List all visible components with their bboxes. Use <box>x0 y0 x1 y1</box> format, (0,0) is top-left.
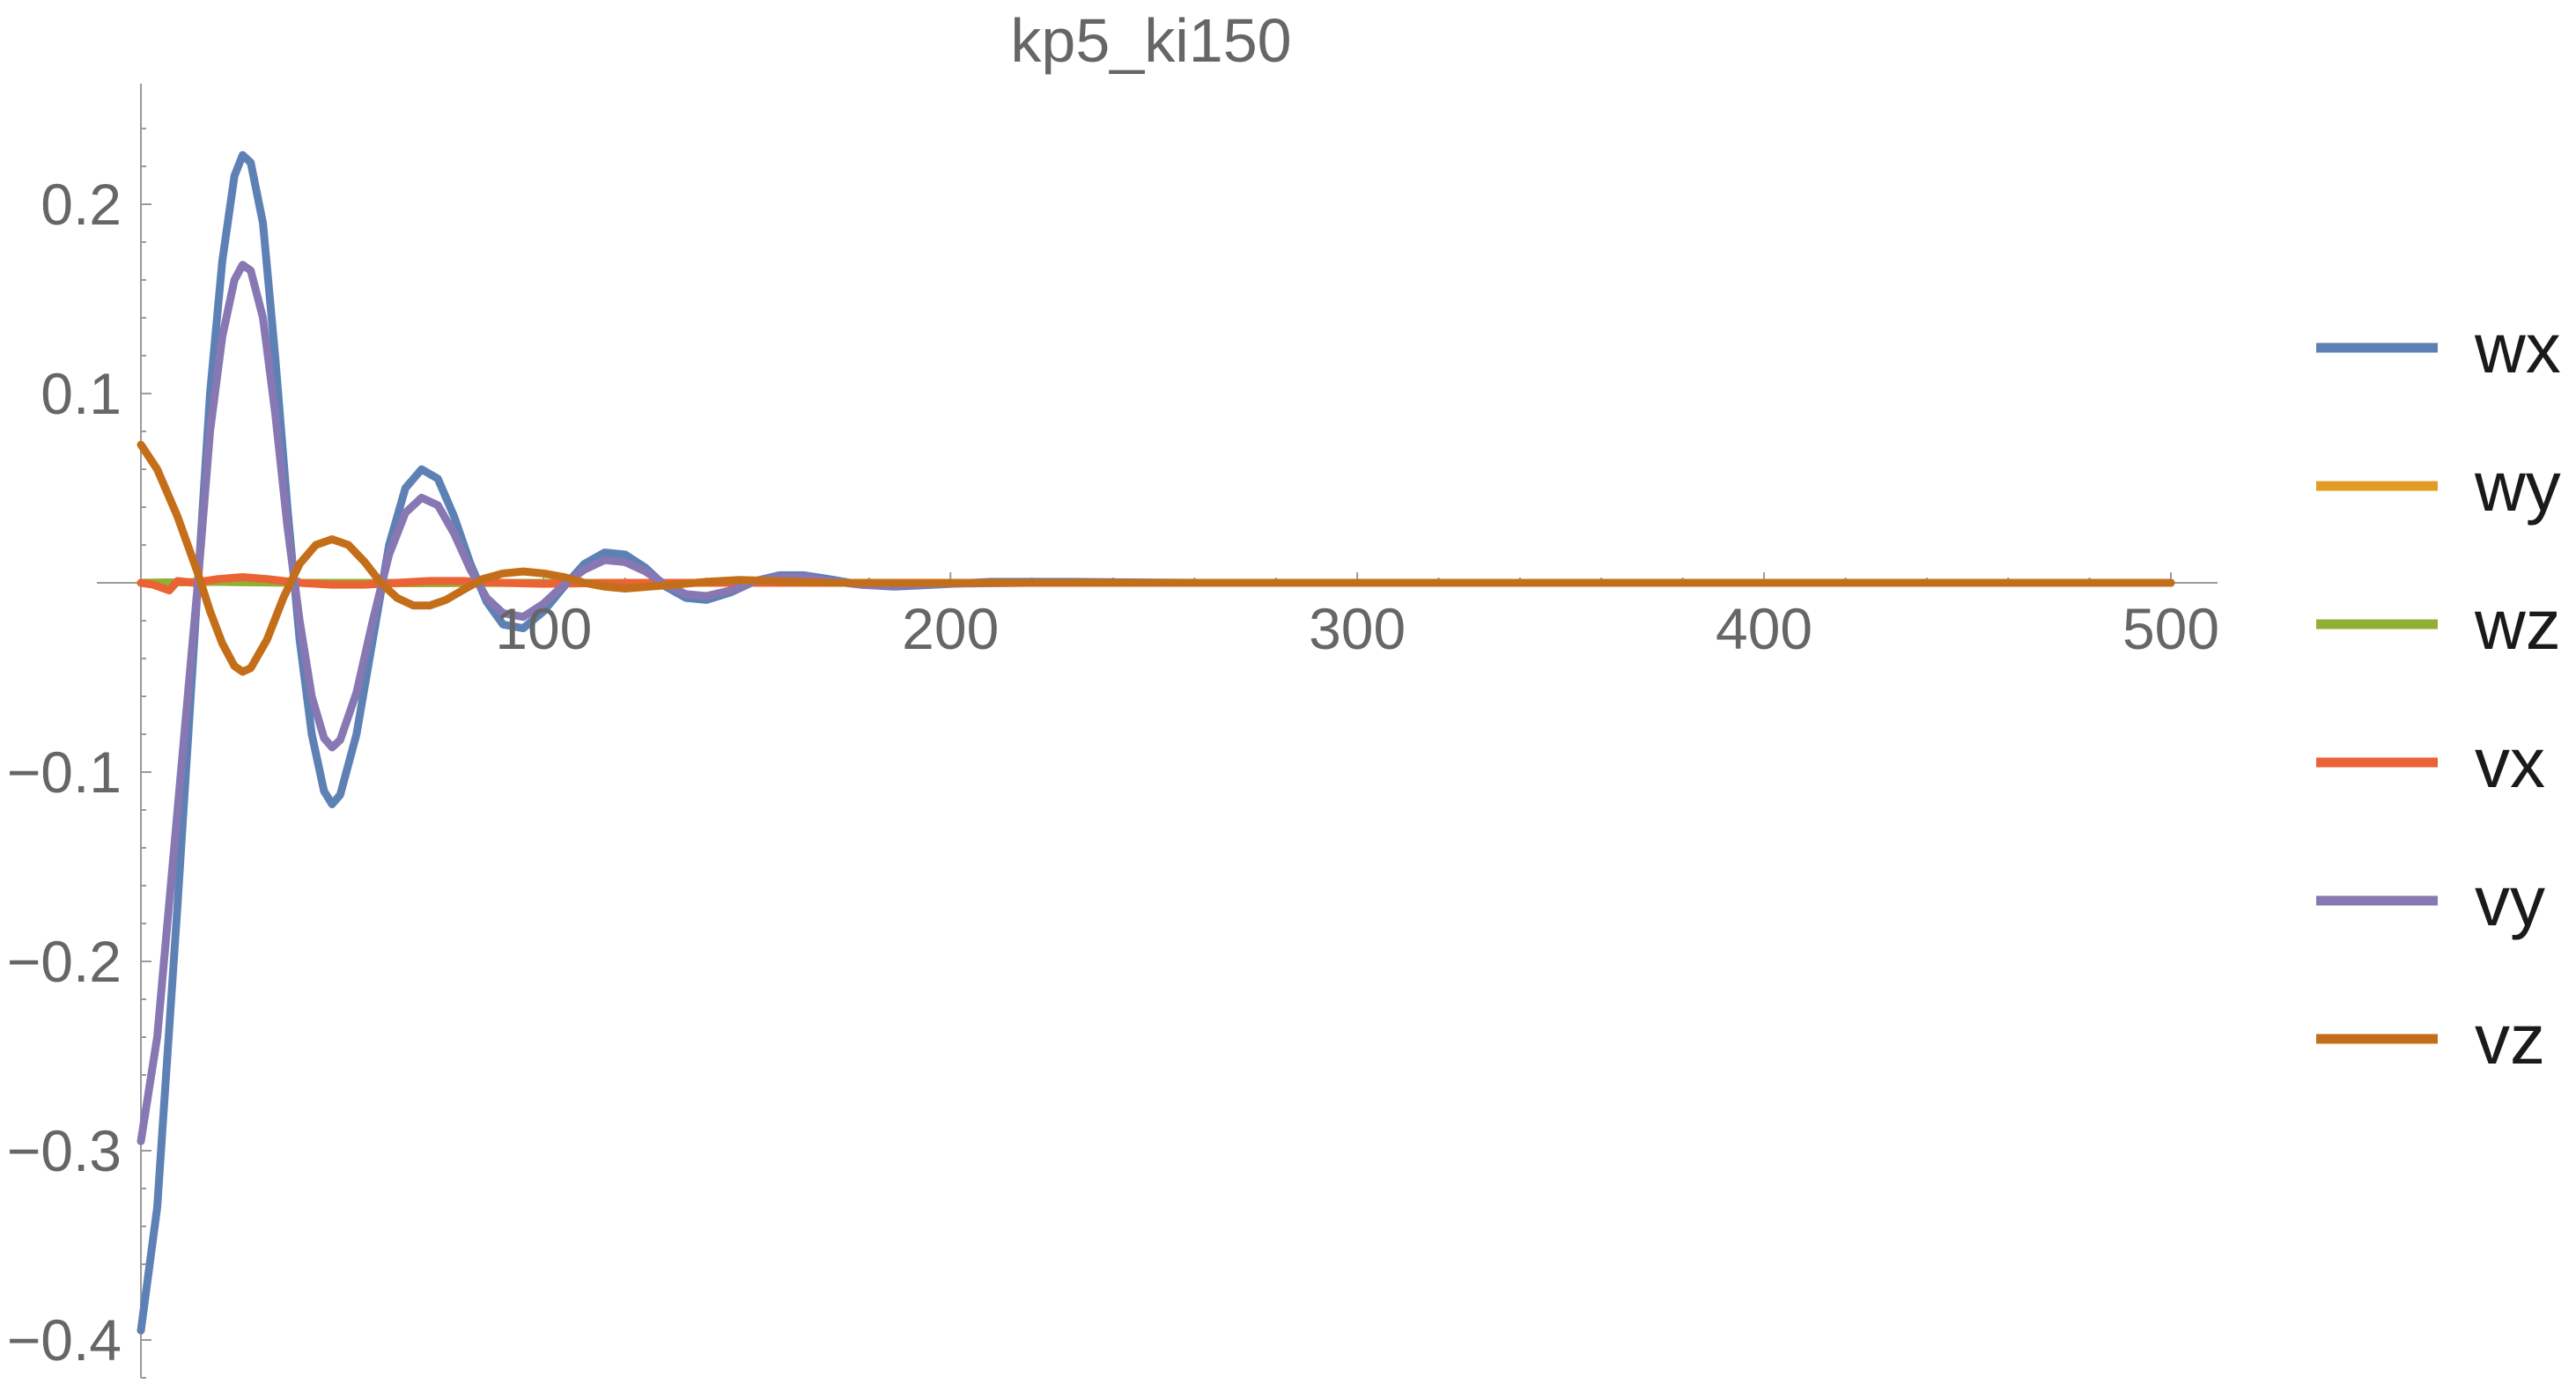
y-tick-label: −0.2 <box>7 929 122 994</box>
y-tick-label: −0.4 <box>7 1307 122 1373</box>
legend-item-vy: vy <box>2316 862 2545 940</box>
legend-item-wy: wy <box>2316 447 2561 526</box>
x-tick-label: 100 <box>495 596 592 661</box>
series-line-vz <box>137 440 2175 676</box>
legend-label: wy <box>2474 447 2561 526</box>
tick-labels: 100 200 300 400 500 0.2 0.1 −0.1 −0.2 −0.3 −0.4 <box>7 172 2219 1373</box>
legend-label: vz <box>2475 1000 2545 1078</box>
chart-title: kp5_ki150 <box>1010 6 1291 75</box>
series-line-vx <box>137 573 2175 595</box>
legend-item-vz: vz <box>2316 1000 2545 1078</box>
legend-label: wz <box>2474 585 2561 664</box>
y-tick-label: −0.1 <box>7 740 122 805</box>
series-line-wx <box>137 151 2175 1335</box>
y-tick-label: 0.1 <box>41 361 122 426</box>
legend-item-wx: wx <box>2316 309 2561 387</box>
y-tick-label: −0.3 <box>7 1118 122 1183</box>
legend-item-wz: wz <box>2316 585 2561 664</box>
x-tick-label: 300 <box>1309 596 1406 661</box>
y-tick-label: 0.2 <box>41 172 122 237</box>
series-line-vy <box>137 261 2175 1145</box>
legend: wx wy wz vx vy vz <box>2316 309 2561 1078</box>
legend-item-vx: vx <box>2316 724 2545 802</box>
x-tick-label: 400 <box>1716 596 1812 661</box>
plot-area <box>137 151 2175 1335</box>
x-tick-label: 200 <box>902 596 999 661</box>
legend-label: vx <box>2475 724 2545 802</box>
legend-label: wx <box>2474 309 2561 387</box>
x-tick-label: 500 <box>2122 596 2219 661</box>
legend-label: vy <box>2475 862 2545 940</box>
axes <box>97 84 2218 1379</box>
